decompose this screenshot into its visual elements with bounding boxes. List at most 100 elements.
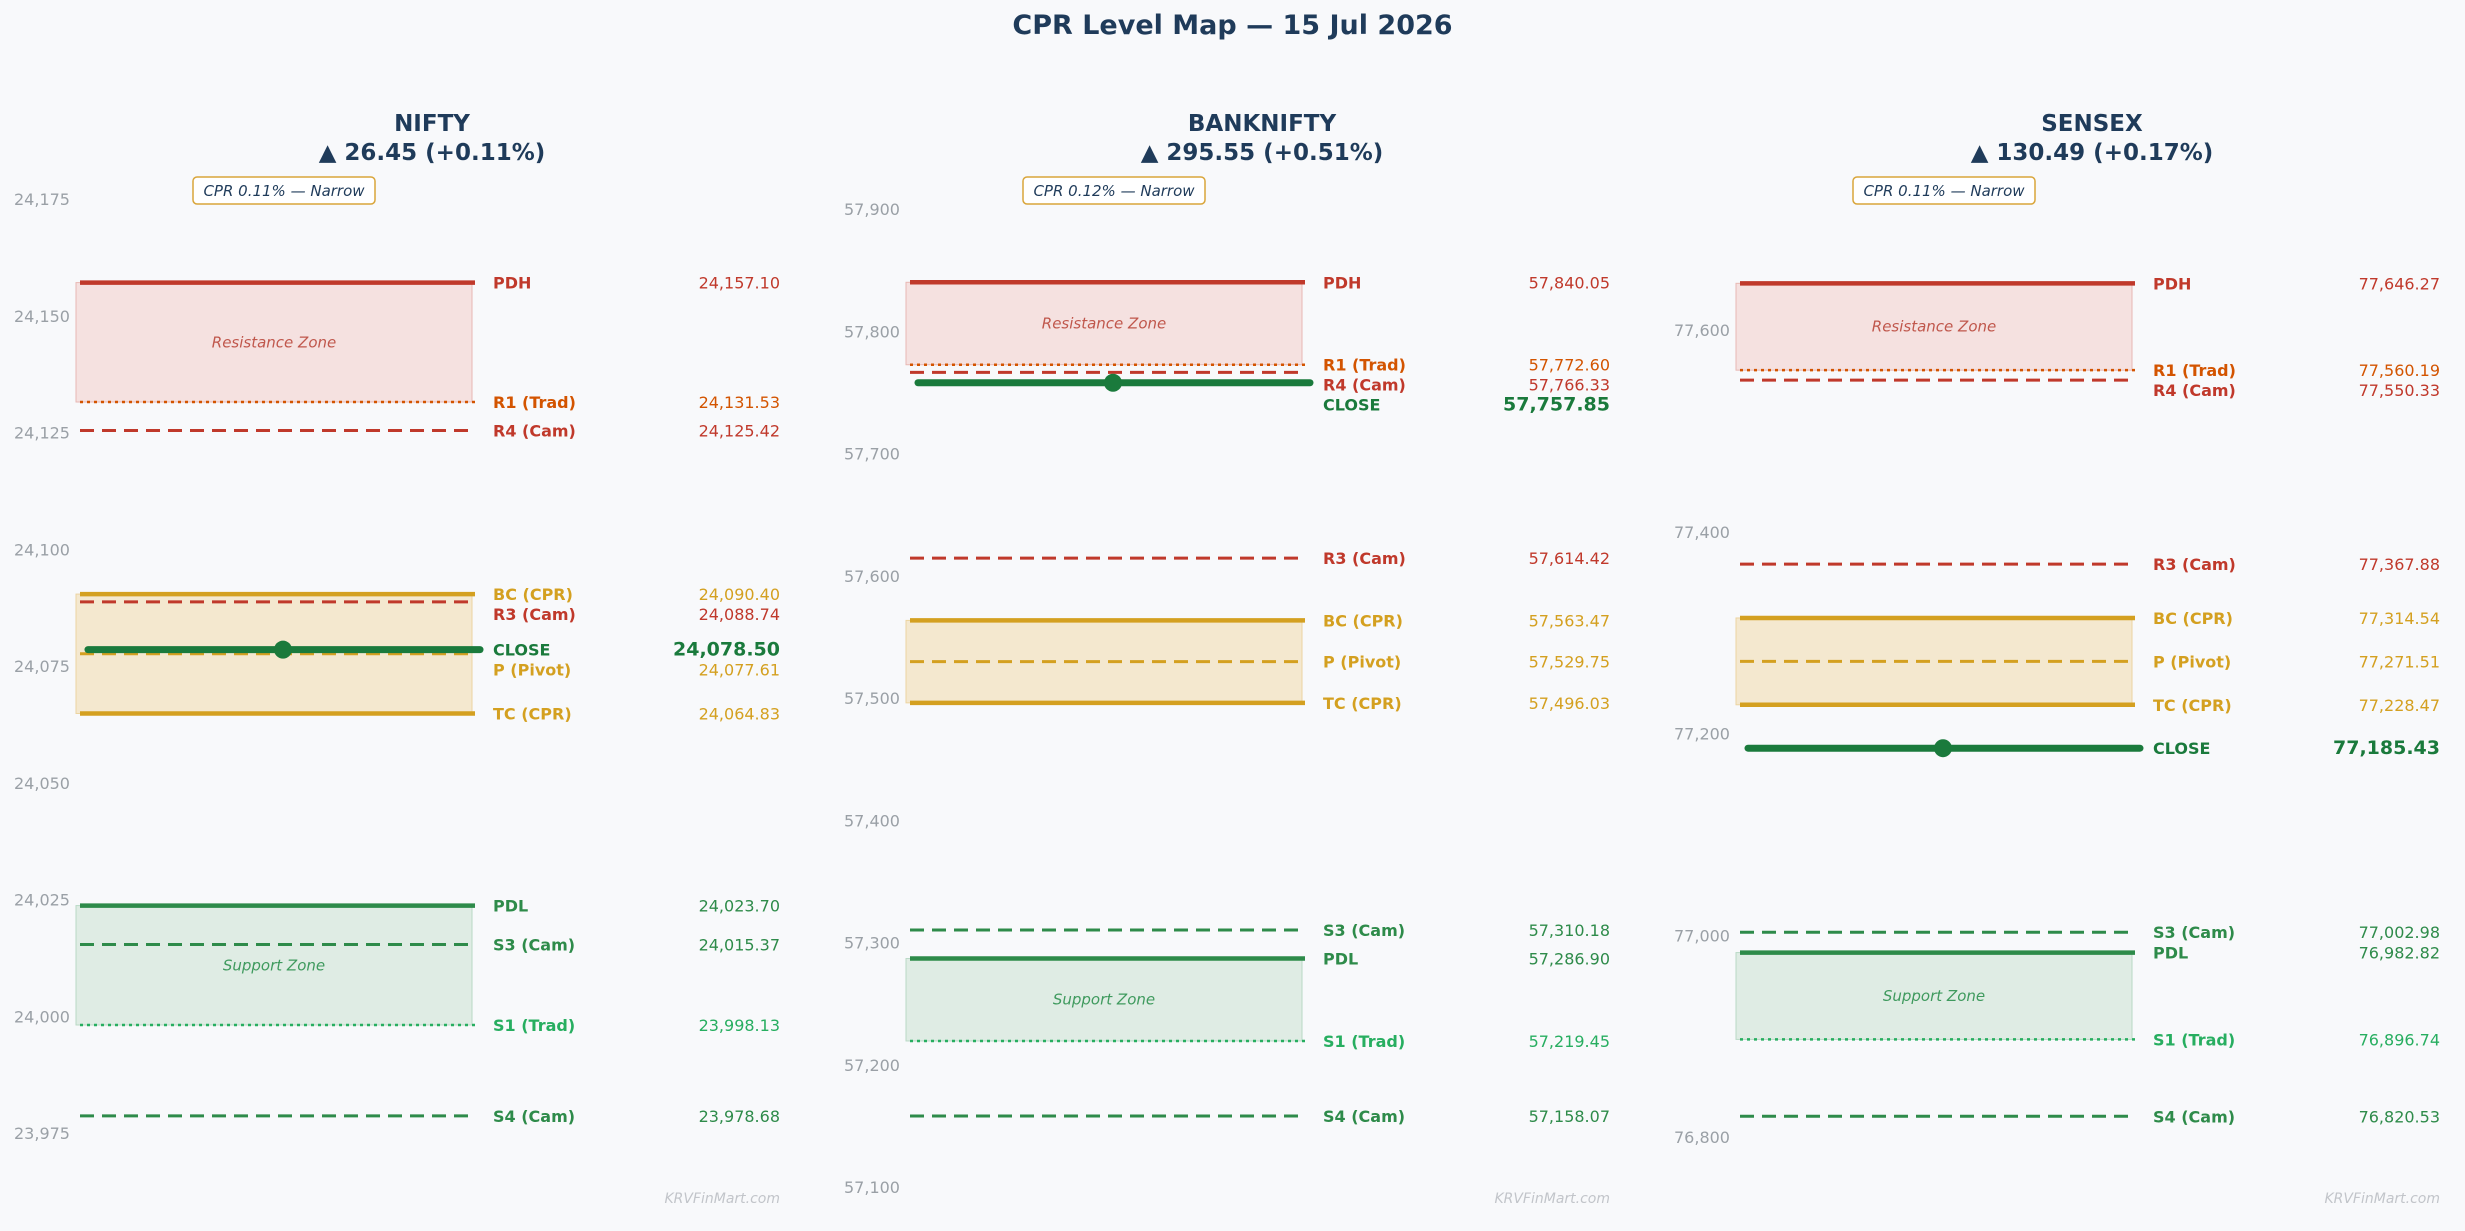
level-label: TC (CPR)	[2153, 696, 2232, 715]
level-value: 24,015.37	[699, 935, 780, 954]
level-label: R1 (Trad)	[1323, 356, 1406, 375]
close-label: CLOSE	[2153, 739, 2210, 758]
cpr-badge	[1022, 176, 1206, 205]
level-value: 57,286.90	[1529, 950, 1610, 969]
y-tick-label: 24,150	[14, 307, 70, 326]
level-value: 24,088.74	[699, 605, 780, 624]
panel-change: ▲ 130.49 (+0.17%)	[1971, 140, 2214, 166]
watermark: KRVFinMart.com	[2324, 1191, 2440, 1207]
zone-label: Resistance Zone	[212, 333, 336, 351]
panel-change: ▲ 26.45 (+0.11%)	[319, 140, 546, 166]
level-value: 24,077.61	[699, 661, 780, 680]
level-label: R4 (Cam)	[493, 422, 576, 441]
y-tick-label: 57,100	[844, 1178, 900, 1197]
level-value: 76,982.82	[2359, 944, 2440, 963]
watermark: KRVFinMart.com	[664, 1191, 780, 1207]
level-value: 24,090.40	[699, 585, 780, 604]
level-value: 57,219.45	[1529, 1032, 1610, 1051]
level-label: R3 (Cam)	[2153, 555, 2236, 574]
zone-label: Resistance Zone	[1042, 315, 1166, 333]
level-value: 57,563.47	[1529, 611, 1610, 630]
level-value: 24,023.70	[699, 897, 780, 916]
level-label: S4 (Cam)	[2153, 1107, 2235, 1126]
panel-nifty: NIFTY ▲ 26.45 (+0.11%) CPR 0.11% — Narrow 2…	[14, 111, 780, 1207]
panel-sensex: SENSEX ▲ 130.49 (+0.17%) CPR 0.11% — Narro…	[1674, 111, 2440, 1207]
close-marker	[1934, 739, 1952, 758]
level-label: BC (CPR)	[1323, 611, 1403, 630]
level-label: PDH	[1323, 273, 1361, 292]
panel-banknifty: BANKNIFTY ▲ 295.55 (+0.51%) CPR 0.12% — Na…	[844, 111, 1610, 1207]
level-value: 77,314.54	[2359, 609, 2440, 628]
level-value: 23,998.13	[699, 1016, 780, 1035]
y-tick-label: 57,800	[844, 322, 900, 341]
cpr-badge-label: CPR 0.12% — Narrow	[1033, 182, 1195, 200]
level-value: 24,157.10	[699, 274, 780, 293]
level-label: S4 (Cam)	[493, 1107, 575, 1126]
resistance-zone	[905, 281, 1303, 366]
level-label: S4 (Cam)	[1323, 1107, 1405, 1126]
level-label: R4 (Cam)	[2153, 381, 2236, 400]
level-label: R1 (Trad)	[2153, 361, 2236, 380]
y-tick-label: 57,300	[844, 934, 900, 953]
level-label: P (Pivot)	[493, 661, 571, 680]
level-label: S1 (Trad)	[1323, 1032, 1405, 1051]
y-tick-label: 57,400	[844, 811, 900, 830]
y-tick-label: 24,050	[14, 774, 70, 793]
y-tick-label: 23,975	[14, 1124, 70, 1143]
level-value: 77,550.33	[2359, 381, 2440, 400]
level-label: PDL	[493, 897, 528, 916]
y-tick-label: 57,600	[844, 567, 900, 586]
level-value: 77,560.19	[2359, 361, 2440, 380]
watermark: KRVFinMart.com	[1494, 1191, 1610, 1207]
close-marker	[274, 640, 292, 659]
cpr-badge	[1852, 176, 2036, 205]
zone-label: Support Zone	[223, 956, 325, 974]
cpr-badge-label: CPR 0.11% — Narrow	[1863, 182, 2025, 200]
support-zone	[75, 905, 473, 1026]
level-value: 77,271.51	[2359, 652, 2440, 671]
level-value: 24,064.83	[699, 704, 780, 723]
cpr-zone	[75, 593, 473, 714]
level-label: P (Pivot)	[1323, 653, 1401, 672]
panel-change: ▲ 295.55 (+0.51%)	[1141, 140, 1384, 166]
level-label: S1 (Trad)	[2153, 1030, 2235, 1049]
cpr-zone	[905, 619, 1303, 704]
y-tick-label: 57,200	[844, 1056, 900, 1075]
level-label: R3 (Cam)	[1323, 549, 1406, 568]
level-label: PDH	[2153, 274, 2191, 293]
zone-label: Resistance Zone	[1872, 318, 1996, 336]
level-label: R1 (Trad)	[493, 393, 576, 412]
level-value: 76,896.74	[2359, 1030, 2440, 1049]
y-tick-label: 77,600	[1674, 321, 1730, 340]
level-value: 77,002.98	[2359, 923, 2440, 942]
zone-label: Support Zone	[1053, 991, 1155, 1009]
level-value: 23,978.68	[699, 1107, 780, 1126]
level-label: TC (CPR)	[1323, 694, 1402, 713]
level-label: PDL	[1323, 950, 1358, 969]
support-zone	[905, 958, 1303, 1042]
level-label: R4 (Cam)	[1323, 376, 1406, 395]
level-value: 77,646.27	[2359, 274, 2440, 293]
y-tick-label: 24,100	[14, 540, 70, 559]
y-tick-label: 24,000	[14, 1007, 70, 1026]
level-label: BC (CPR)	[2153, 609, 2233, 628]
level-label: PDH	[493, 274, 531, 293]
panel-title: NIFTY	[394, 111, 470, 137]
level-value: 57,529.75	[1529, 653, 1610, 672]
level-label: S1 (Trad)	[493, 1016, 575, 1035]
level-value: 77,228.47	[2359, 696, 2440, 715]
y-tick-label: 77,000	[1674, 926, 1730, 945]
y-tick-label: 57,500	[844, 689, 900, 708]
close-label: CLOSE	[493, 641, 550, 660]
level-value: 77,367.88	[2359, 555, 2440, 574]
y-tick-label: 24,125	[14, 424, 70, 443]
level-value: 24,131.53	[699, 393, 780, 412]
level-value: 24,125.42	[699, 422, 780, 441]
level-label: PDL	[2153, 944, 2188, 963]
close-marker	[1104, 373, 1122, 392]
level-value: 57,310.18	[1529, 921, 1610, 940]
level-label: R3 (Cam)	[493, 605, 576, 624]
support-zone	[1735, 952, 2133, 1040]
level-value: 57,614.42	[1529, 549, 1610, 568]
y-tick-label: 24,175	[14, 190, 70, 209]
